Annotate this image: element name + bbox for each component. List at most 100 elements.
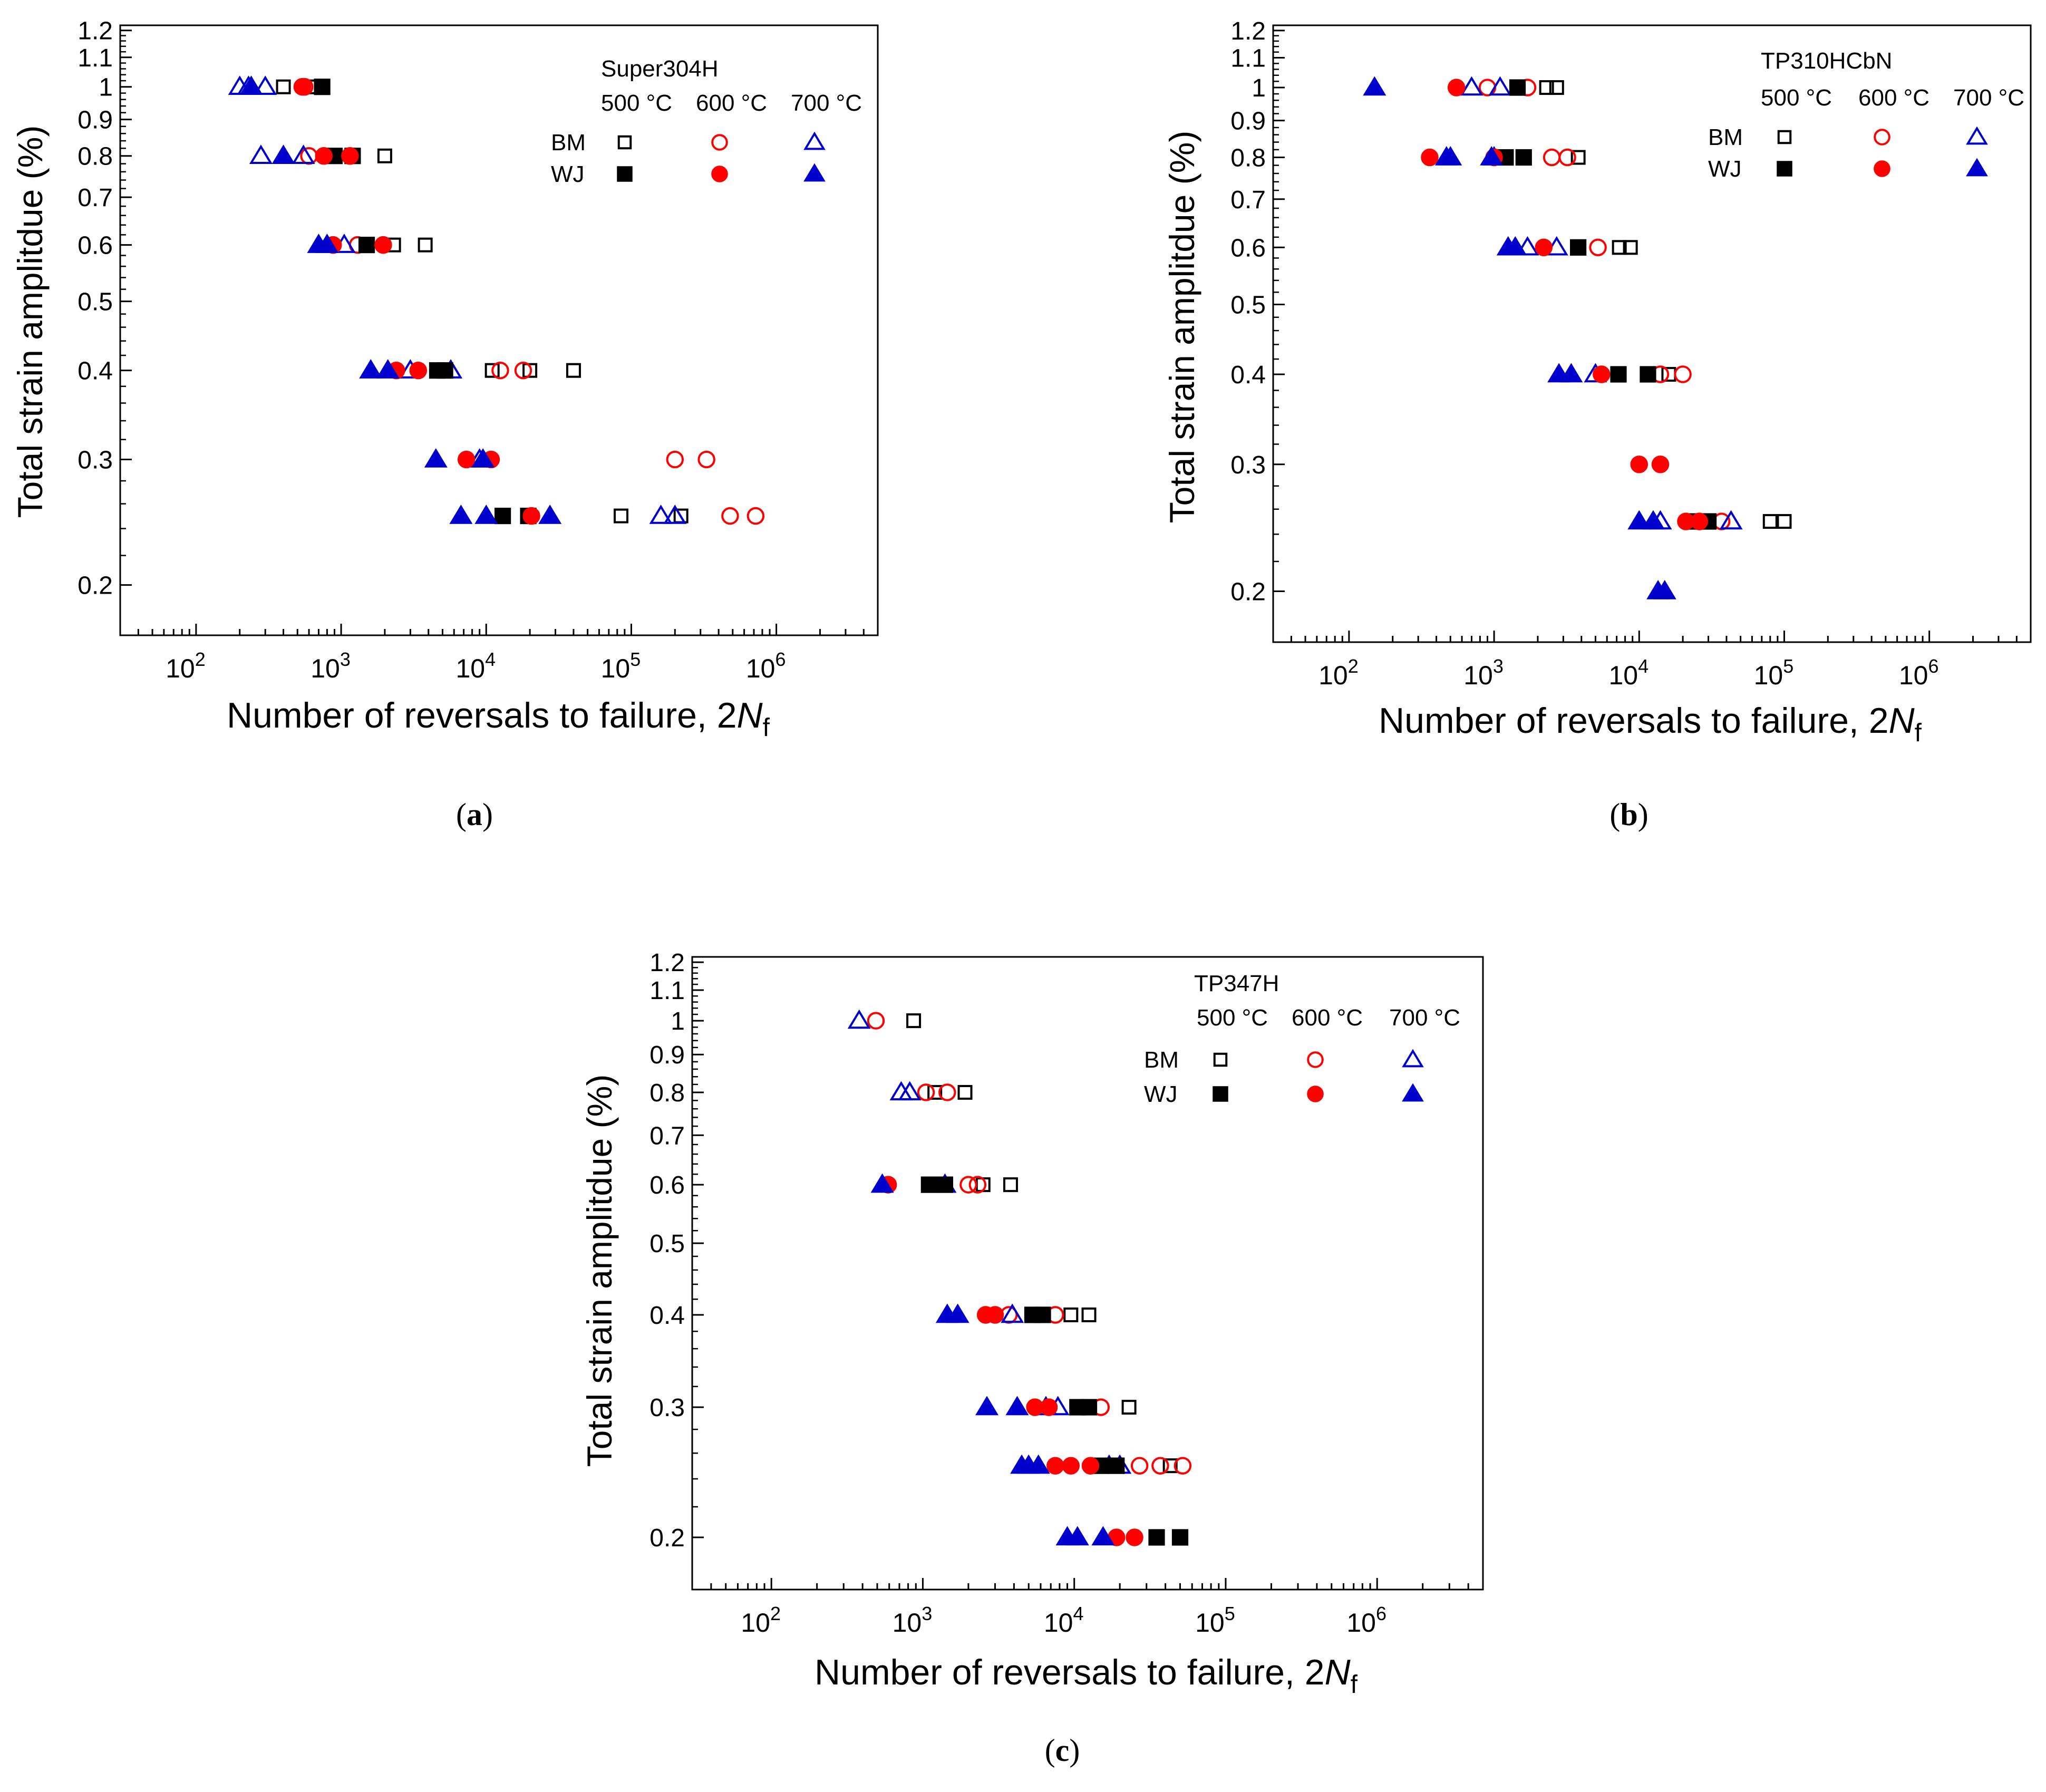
- data-point: [359, 359, 383, 379]
- data-point: [1003, 1177, 1018, 1193]
- y-tick-label: 0.5: [1230, 292, 1266, 319]
- data-point: [1040, 1398, 1058, 1416]
- x-axis-label: Number of reversals to failure, 2Nf: [1379, 701, 1922, 747]
- data-point: [1363, 76, 1386, 96]
- data-point: [1777, 514, 1792, 529]
- data-point: [424, 448, 448, 468]
- y-tick-label: 1.1: [77, 44, 113, 72]
- y-tick-label: 0.9: [77, 106, 113, 134]
- data-point: [276, 79, 291, 94]
- data-point: [1081, 1307, 1097, 1322]
- x-tick-label: 106: [746, 648, 786, 683]
- data-point: [1690, 512, 1709, 530]
- legend-temp-label: 600 °C: [1858, 85, 1929, 111]
- data-point: [917, 1083, 935, 1101]
- data-point: [377, 148, 392, 163]
- y-tick-label: 1.2: [77, 17, 113, 45]
- y-tick-label: 1: [99, 74, 113, 102]
- data-point: [1640, 366, 1656, 383]
- legend-marker: [617, 166, 633, 182]
- x-tick-label: 106: [1346, 1603, 1386, 1638]
- data-point: [927, 1084, 943, 1100]
- legend-temp-label: 500 °C: [1197, 1005, 1268, 1031]
- data-point: [1026, 1454, 1050, 1474]
- data-points: [847, 1009, 1192, 1546]
- data-point: [957, 1084, 973, 1100]
- legend-row-wj: WJ: [551, 161, 585, 187]
- data-point: [471, 448, 495, 468]
- data-point: [1063, 1307, 1079, 1322]
- data-point: [847, 1009, 871, 1029]
- data-point: [1174, 1457, 1192, 1475]
- data-point: [271, 144, 295, 164]
- data-point: [870, 1173, 894, 1193]
- legend-marker: [1966, 126, 1988, 145]
- x-tick-label: 105: [601, 648, 641, 683]
- data-point: [1641, 510, 1665, 530]
- data-point: [449, 505, 473, 524]
- data-point: [358, 237, 375, 254]
- y-tick-label: 0.8: [649, 1079, 685, 1107]
- x-tick-label: 102: [1318, 655, 1359, 690]
- x-axis-label: Number of reversals to failure, 2Nf: [814, 1652, 1358, 1699]
- chart-title: TP310HCbN: [1761, 48, 1892, 74]
- data-point: [315, 147, 333, 165]
- legend-temp-label: 500 °C: [601, 90, 672, 116]
- figure-caption: (a): [456, 797, 493, 832]
- y-tick-label: 0.8: [1230, 144, 1266, 172]
- y-axis-label: Total strain amplitdue (%): [11, 125, 50, 518]
- data-point: [1549, 80, 1564, 95]
- data-point: [315, 234, 339, 253]
- data-point: [254, 75, 277, 95]
- data-point: [239, 75, 263, 95]
- data-point: [986, 1306, 1004, 1324]
- data-point: [1478, 79, 1497, 96]
- data-point: [418, 237, 433, 253]
- data-point: [522, 507, 540, 525]
- x-axis-label: Number of reversals to failure, 2Nf: [227, 695, 770, 742]
- data-point: [566, 363, 581, 378]
- data-point: [666, 450, 684, 469]
- data-point: [341, 147, 359, 165]
- legend-marker: [1777, 130, 1792, 144]
- data-point: [1653, 580, 1676, 599]
- data-point: [1509, 79, 1526, 96]
- data-point: [1516, 236, 1539, 256]
- data-point: [1151, 1457, 1169, 1475]
- data-point: [663, 505, 687, 524]
- y-tick-label: 0.6: [77, 232, 113, 260]
- y-tick-label: 0.3: [77, 447, 113, 474]
- legend-marker: [1874, 129, 1890, 146]
- legend-marker: [803, 131, 826, 150]
- data-point: [1570, 239, 1587, 256]
- y-tick-label: 0.4: [1230, 361, 1266, 389]
- data-point: [1091, 1526, 1115, 1546]
- legend-row-bm: BM: [551, 130, 586, 156]
- data-point: [1126, 1528, 1143, 1546]
- legend-marker: [1402, 1083, 1424, 1102]
- legend-temp-label: 700 °C: [791, 90, 862, 116]
- data-point: [1034, 1306, 1051, 1323]
- legend-marker: [1777, 161, 1792, 177]
- data-point: [1762, 514, 1778, 529]
- data-point: [1504, 236, 1527, 256]
- x-tick-label: 103: [893, 1603, 933, 1638]
- legend-temp-label: 500 °C: [1761, 85, 1832, 111]
- legend-marker: [1307, 1086, 1324, 1102]
- x-tick-label: 104: [455, 648, 496, 683]
- data-point: [1460, 76, 1483, 96]
- data-point: [938, 1083, 956, 1101]
- y-tick-label: 1.1: [649, 977, 685, 1005]
- y-tick-label: 0.6: [649, 1171, 685, 1199]
- legend-row-bm: BM: [1708, 124, 1743, 150]
- data-point: [1447, 79, 1466, 96]
- data-point: [1610, 366, 1627, 383]
- data-point: [1130, 1457, 1149, 1475]
- data-point: [474, 505, 498, 524]
- chart-c: 102 103 104 105 106 0.2 0.3 0.4 0.5 0.6 0.7 0.8 0.9 1…: [580, 949, 1484, 1768]
- x-tick-label: 103: [1463, 655, 1504, 690]
- data-point: [1081, 1457, 1100, 1475]
- legend-temp-label: 600 °C: [1292, 1005, 1363, 1031]
- data-point: [484, 363, 500, 378]
